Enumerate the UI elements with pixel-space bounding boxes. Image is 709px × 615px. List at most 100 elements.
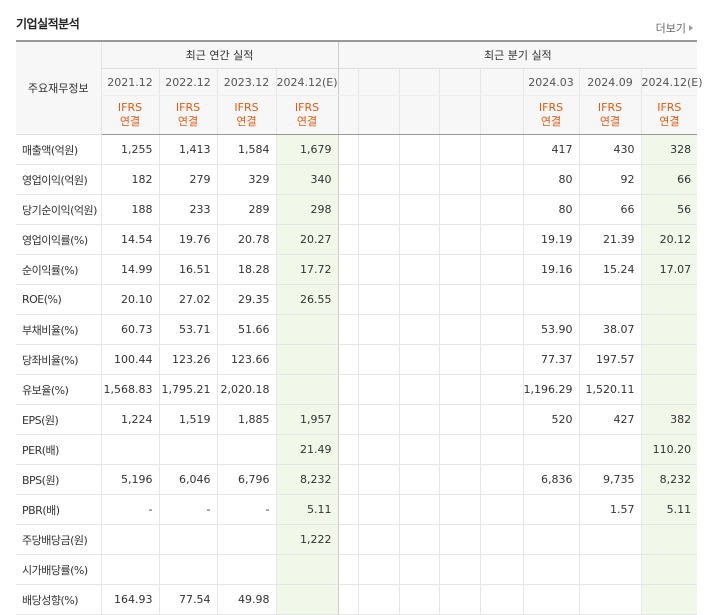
annual-value-cell: 14.54 xyxy=(100,224,159,255)
quarter-period-header xyxy=(438,68,481,96)
quarter-value-cell: 19.16 xyxy=(522,254,580,285)
quarter-value-cell xyxy=(479,254,524,285)
consolidated-text: 연결 xyxy=(296,115,318,128)
annual-period-header: 2021.12 xyxy=(100,68,159,96)
quarter-value-cell xyxy=(578,524,642,555)
quarter-value-cell: 77.37 xyxy=(522,344,580,375)
annual-value-cell: 77.54 xyxy=(158,584,217,615)
quarter-value-cell: 66 xyxy=(578,194,642,225)
annual-value-cell: 1,795.21 xyxy=(158,374,217,405)
more-link[interactable]: 더보기 xyxy=(656,20,693,36)
annual-value-cell: - xyxy=(100,494,159,525)
quarter-value-cell: 417 xyxy=(522,134,580,165)
annual-value-cell: 51.66 xyxy=(216,314,276,345)
annual-value-cell: 60.73 xyxy=(100,314,159,345)
annual-value-cell: 6,796 xyxy=(216,464,276,495)
annual-value-cell: 53.71 xyxy=(158,314,217,345)
quarter-value-cell xyxy=(357,404,400,435)
quarter-value-cell: 80 xyxy=(522,194,580,225)
quarter-value-cell xyxy=(479,314,524,345)
annual-value-cell: 5.11 xyxy=(275,494,339,525)
ifrs-consolidated-label: IFRS 연결 xyxy=(158,95,217,135)
annual-value-cell xyxy=(216,554,276,585)
annual-value-cell xyxy=(158,524,217,555)
quarter-value-cell xyxy=(522,524,580,555)
quarter-value-cell xyxy=(357,584,400,615)
ifrs-consolidated-label: IFRS 연결 xyxy=(522,95,580,135)
quarter-value-cell: 328 xyxy=(640,134,698,165)
ifrs-text: IFRS xyxy=(538,101,564,114)
annual-value-cell: 16.51 xyxy=(158,254,217,285)
quarter-value-cell xyxy=(398,344,440,375)
quarter-value-cell xyxy=(337,284,359,315)
row-header-label: 주요재무정보 xyxy=(16,40,101,135)
empty-header-cell xyxy=(398,95,440,135)
quarter-value-cell xyxy=(357,224,400,255)
quarter-value-cell xyxy=(479,524,524,555)
quarter-value-cell xyxy=(398,404,440,435)
quarter-value-cell xyxy=(337,494,359,525)
quarter-value-cell xyxy=(357,494,400,525)
annual-value-cell xyxy=(275,314,339,345)
annual-value-cell: 164.93 xyxy=(100,584,159,615)
annual-value-cell: 20.10 xyxy=(100,284,159,315)
quarter-value-cell xyxy=(640,374,698,405)
quarter-value-cell xyxy=(357,554,400,585)
quarter-period-header xyxy=(398,68,440,96)
quarter-value-cell xyxy=(438,164,481,195)
quarter-value-cell xyxy=(337,164,359,195)
quarter-value-cell: 15.24 xyxy=(578,254,642,285)
annual-value-cell xyxy=(158,434,217,465)
more-label: 더보기 xyxy=(655,22,686,35)
annual-value-cell: - xyxy=(158,494,217,525)
table-row: 배당성향(%) 164.93 77.54 49.98 xyxy=(16,584,698,615)
table-row: 순이익률(%) 14.99 16.51 18.28 17.72 19.16 15.24 17.… xyxy=(16,254,698,285)
table-row: PER(배) 21.49 110.20 xyxy=(16,434,698,465)
annual-value-cell xyxy=(100,434,159,465)
ifrs-text: IFRS xyxy=(234,101,259,114)
quarter-value-cell xyxy=(578,284,642,315)
quarter-value-cell: 1,520.11 xyxy=(578,374,642,405)
annual-value-cell: 188 xyxy=(100,194,159,225)
quarter-value-cell xyxy=(438,524,481,555)
quarter-value-cell xyxy=(438,554,481,585)
table-row: 유보율(%) 1,568.83 1,795.21 2,020.18 1,196.29 1,… xyxy=(16,374,698,405)
quarter-value-cell xyxy=(398,134,440,165)
annual-value-cell: 20.27 xyxy=(275,224,339,255)
quarter-value-cell xyxy=(398,194,440,225)
table-row: 부채비율(%) 60.73 53.71 51.66 53.90 38.07 xyxy=(16,314,698,345)
annual-value-cell: 8,232 xyxy=(275,464,339,495)
quarter-value-cell xyxy=(357,194,400,225)
quarter-value-cell xyxy=(640,584,698,615)
row-label: 당기순이익(억원) xyxy=(16,194,101,225)
quarter-period-header: 2024.12(E) xyxy=(640,68,703,96)
annual-value-cell: 279 xyxy=(158,164,217,195)
quarter-value-cell xyxy=(438,134,481,165)
quarter-value-cell xyxy=(398,434,440,465)
quarter-value-cell xyxy=(438,194,481,225)
annual-value-cell: 1,255 xyxy=(100,134,159,165)
quarter-value-cell xyxy=(479,464,524,495)
quarter-value-cell xyxy=(438,494,481,525)
quarter-value-cell: 382 xyxy=(640,404,698,435)
quarter-value-cell xyxy=(479,284,524,315)
ifrs-consolidated-label: IFRS 연결 xyxy=(578,95,642,135)
annual-value-cell: 340 xyxy=(275,164,339,195)
quarter-value-cell xyxy=(640,524,698,555)
table-row: EPS(원) 1,224 1,519 1,885 1,957 520 427 382 xyxy=(16,404,698,435)
row-label: 영업이익률(%) xyxy=(16,224,101,255)
annual-value-cell: 1,568.83 xyxy=(100,374,159,405)
row-label: PER(배) xyxy=(16,434,101,465)
quarter-value-cell xyxy=(522,284,580,315)
quarter-value-cell xyxy=(337,254,359,285)
row-label: 유보율(%) xyxy=(16,374,101,405)
quarter-value-cell xyxy=(479,554,524,585)
annual-value-cell xyxy=(158,554,217,585)
quarter-value-cell xyxy=(357,254,400,285)
annual-value-cell xyxy=(100,554,159,585)
row-label: 당좌비율(%) xyxy=(16,344,101,375)
annual-value-cell: 1,584 xyxy=(216,134,276,165)
quarter-value-cell xyxy=(337,344,359,375)
annual-value-cell: 49.98 xyxy=(216,584,276,615)
quarter-value-cell xyxy=(337,224,359,255)
